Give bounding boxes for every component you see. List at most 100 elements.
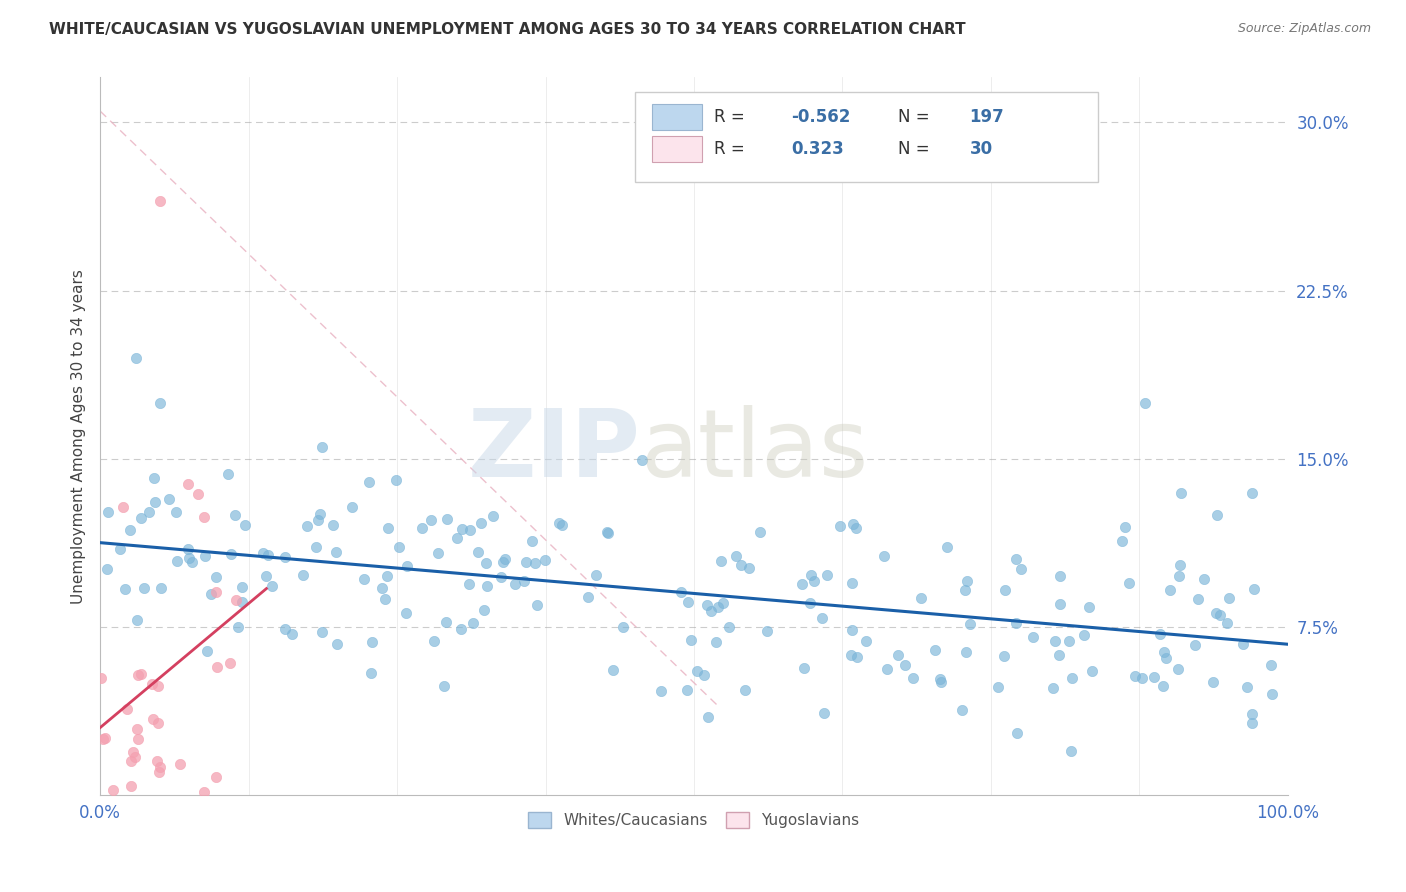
Point [1153, 645, 1175, 659]
Point [377, 521, 399, 535]
Point [120, 524, 142, 538]
Point [1152, 679, 1174, 693]
Point [696, 598, 718, 612]
Point [157, 492, 180, 507]
Point [125, 351, 148, 365]
Point [830, 519, 852, 533]
Point [1123, 669, 1146, 683]
Point [1073, 628, 1095, 642]
Point [446, 531, 468, 545]
Point [138, 505, 160, 519]
Point [793, 661, 815, 675]
Point [396, 559, 419, 574]
Point [513, 574, 536, 588]
Point [800, 568, 823, 582]
Point [718, 619, 741, 633]
Point [1130, 671, 1153, 685]
Point [1187, 591, 1209, 606]
Text: Source: ZipAtlas.com: Source: ZipAtlas.com [1237, 22, 1371, 36]
Point [297, 519, 319, 533]
Point [799, 596, 821, 610]
Point [1060, 744, 1083, 758]
Point [467, 545, 489, 559]
Point [924, 643, 946, 657]
Point [256, 549, 278, 563]
Point [150, 581, 173, 595]
Point [463, 615, 485, 630]
Point [730, 558, 752, 572]
Point [475, 579, 498, 593]
Point [1241, 715, 1264, 730]
Point [142, 712, 165, 726]
Point [388, 540, 411, 554]
Point [472, 603, 495, 617]
Point [371, 581, 394, 595]
Point [855, 633, 877, 648]
Point [955, 645, 977, 659]
Point [738, 560, 761, 574]
Point [1005, 552, 1028, 566]
Point [1184, 638, 1206, 652]
Point [226, 620, 249, 634]
Point [1007, 726, 1029, 740]
Point [993, 649, 1015, 664]
Point [710, 554, 733, 568]
Point [359, 475, 381, 490]
Point [308, 507, 330, 521]
Point [1154, 650, 1177, 665]
Point [492, 555, 515, 569]
Point [436, 512, 458, 526]
Point [195, 644, 218, 658]
Point [503, 577, 526, 591]
Point [108, 542, 131, 557]
Point [576, 591, 599, 605]
Point [165, 505, 187, 519]
Point [910, 591, 932, 606]
Point [231, 594, 253, 608]
Point [460, 523, 482, 537]
Point [385, 473, 408, 487]
Point [166, 554, 188, 568]
Point [494, 552, 516, 566]
Point [596, 525, 619, 540]
Point [1114, 520, 1136, 534]
Point [841, 516, 863, 531]
Text: atlas: atlas [641, 405, 869, 497]
Point [1077, 600, 1099, 615]
Point [148, 765, 170, 780]
Point [959, 616, 981, 631]
Point [841, 576, 863, 591]
Point [374, 591, 396, 606]
Point [450, 622, 472, 636]
Point [129, 511, 152, 525]
Point [96, 562, 118, 576]
Point [217, 467, 239, 482]
Point [596, 524, 619, 539]
Point [146, 716, 169, 731]
Point [650, 683, 672, 698]
FancyBboxPatch shape [652, 136, 703, 162]
Point [475, 556, 498, 570]
Point [252, 546, 274, 560]
Point [1170, 485, 1192, 500]
Point [1205, 607, 1227, 621]
Point [725, 549, 748, 564]
Point [534, 553, 557, 567]
Point [114, 582, 136, 596]
Point [194, 549, 217, 564]
Point [377, 569, 399, 583]
Point [839, 648, 862, 662]
Point [929, 675, 952, 690]
Point [704, 635, 727, 649]
Point [671, 585, 693, 599]
Point [1167, 569, 1189, 583]
Point [176, 476, 198, 491]
Point [1241, 485, 1264, 500]
Point [815, 568, 838, 582]
Point [1043, 633, 1066, 648]
Point [1081, 664, 1104, 678]
Point [177, 542, 200, 557]
Point [146, 754, 169, 768]
Point [953, 583, 976, 598]
Point [193, 784, 215, 798]
